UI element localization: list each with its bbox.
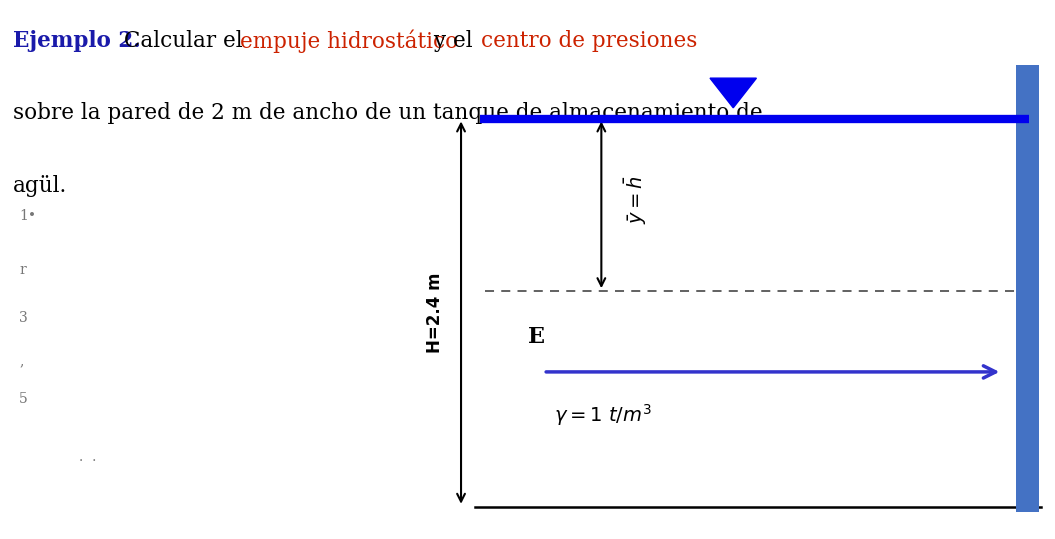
- Text: agül.: agül.: [13, 175, 66, 197]
- Text: sobre la pared de 2 m de ancho de un tanque de almacenamiento de: sobre la pared de 2 m de ancho de un tan…: [13, 102, 763, 125]
- Text: Ejemplo 2.: Ejemplo 2.: [13, 30, 140, 52]
- Text: $\gamma = 1\ t/m^3$: $\gamma = 1\ t/m^3$: [554, 402, 652, 428]
- FancyBboxPatch shape: [1016, 65, 1039, 512]
- Text: ·  ·: · ·: [79, 454, 97, 468]
- Polygon shape: [710, 78, 756, 108]
- Text: Calcular el: Calcular el: [116, 30, 249, 52]
- Text: 5: 5: [19, 392, 27, 406]
- Text: H=2.4 m: H=2.4 m: [425, 272, 444, 353]
- Text: centro de presiones: centro de presiones: [480, 30, 697, 52]
- Text: empuje hidrostático: empuje hidrostático: [241, 30, 458, 53]
- Text: $\bar{y} = \bar{h}$: $\bar{y} = \bar{h}$: [621, 175, 649, 224]
- Text: ,: ,: [19, 354, 23, 368]
- Text: r: r: [19, 262, 25, 277]
- Text: E: E: [528, 326, 544, 348]
- Text: y el: y el: [426, 30, 479, 52]
- Text: 1•: 1•: [19, 209, 36, 223]
- Text: 3: 3: [19, 311, 27, 325]
